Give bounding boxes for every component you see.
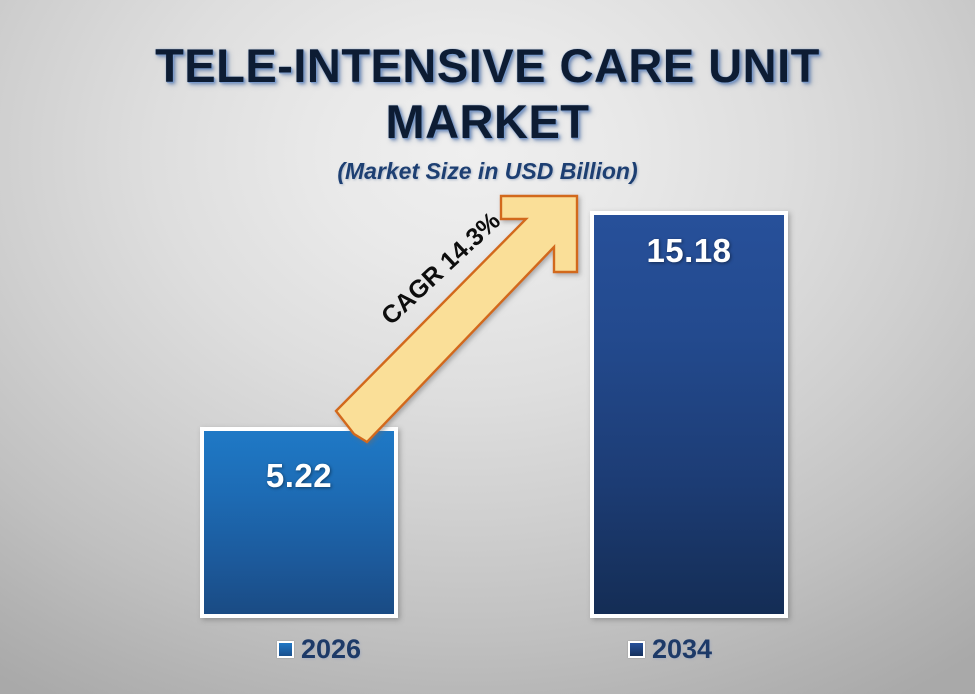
legend-label-2026: 2026 <box>301 634 362 664</box>
bar-2034: 15.18 <box>590 211 788 618</box>
cagr-arrow-group: CAGR 14.3% <box>330 190 600 460</box>
bar-2026: 5.22 <box>200 427 398 618</box>
growth-arrow-icon <box>334 194 579 444</box>
legend-swatch-icon-2026 <box>277 641 294 658</box>
legend-item-2026[interactable]: 2026 <box>277 636 361 663</box>
chart-legend: 2026 2034 <box>0 636 975 680</box>
legend-label-2034: 2034 <box>652 634 713 664</box>
bar-value-2026: 5.22 <box>265 457 333 494</box>
legend-item-2034[interactable]: 2034 <box>628 636 712 663</box>
growth-arrow-shape <box>334 194 579 444</box>
bar-value-2034: 15.18 <box>646 232 732 269</box>
legend-swatch-icon-2034 <box>628 641 645 658</box>
